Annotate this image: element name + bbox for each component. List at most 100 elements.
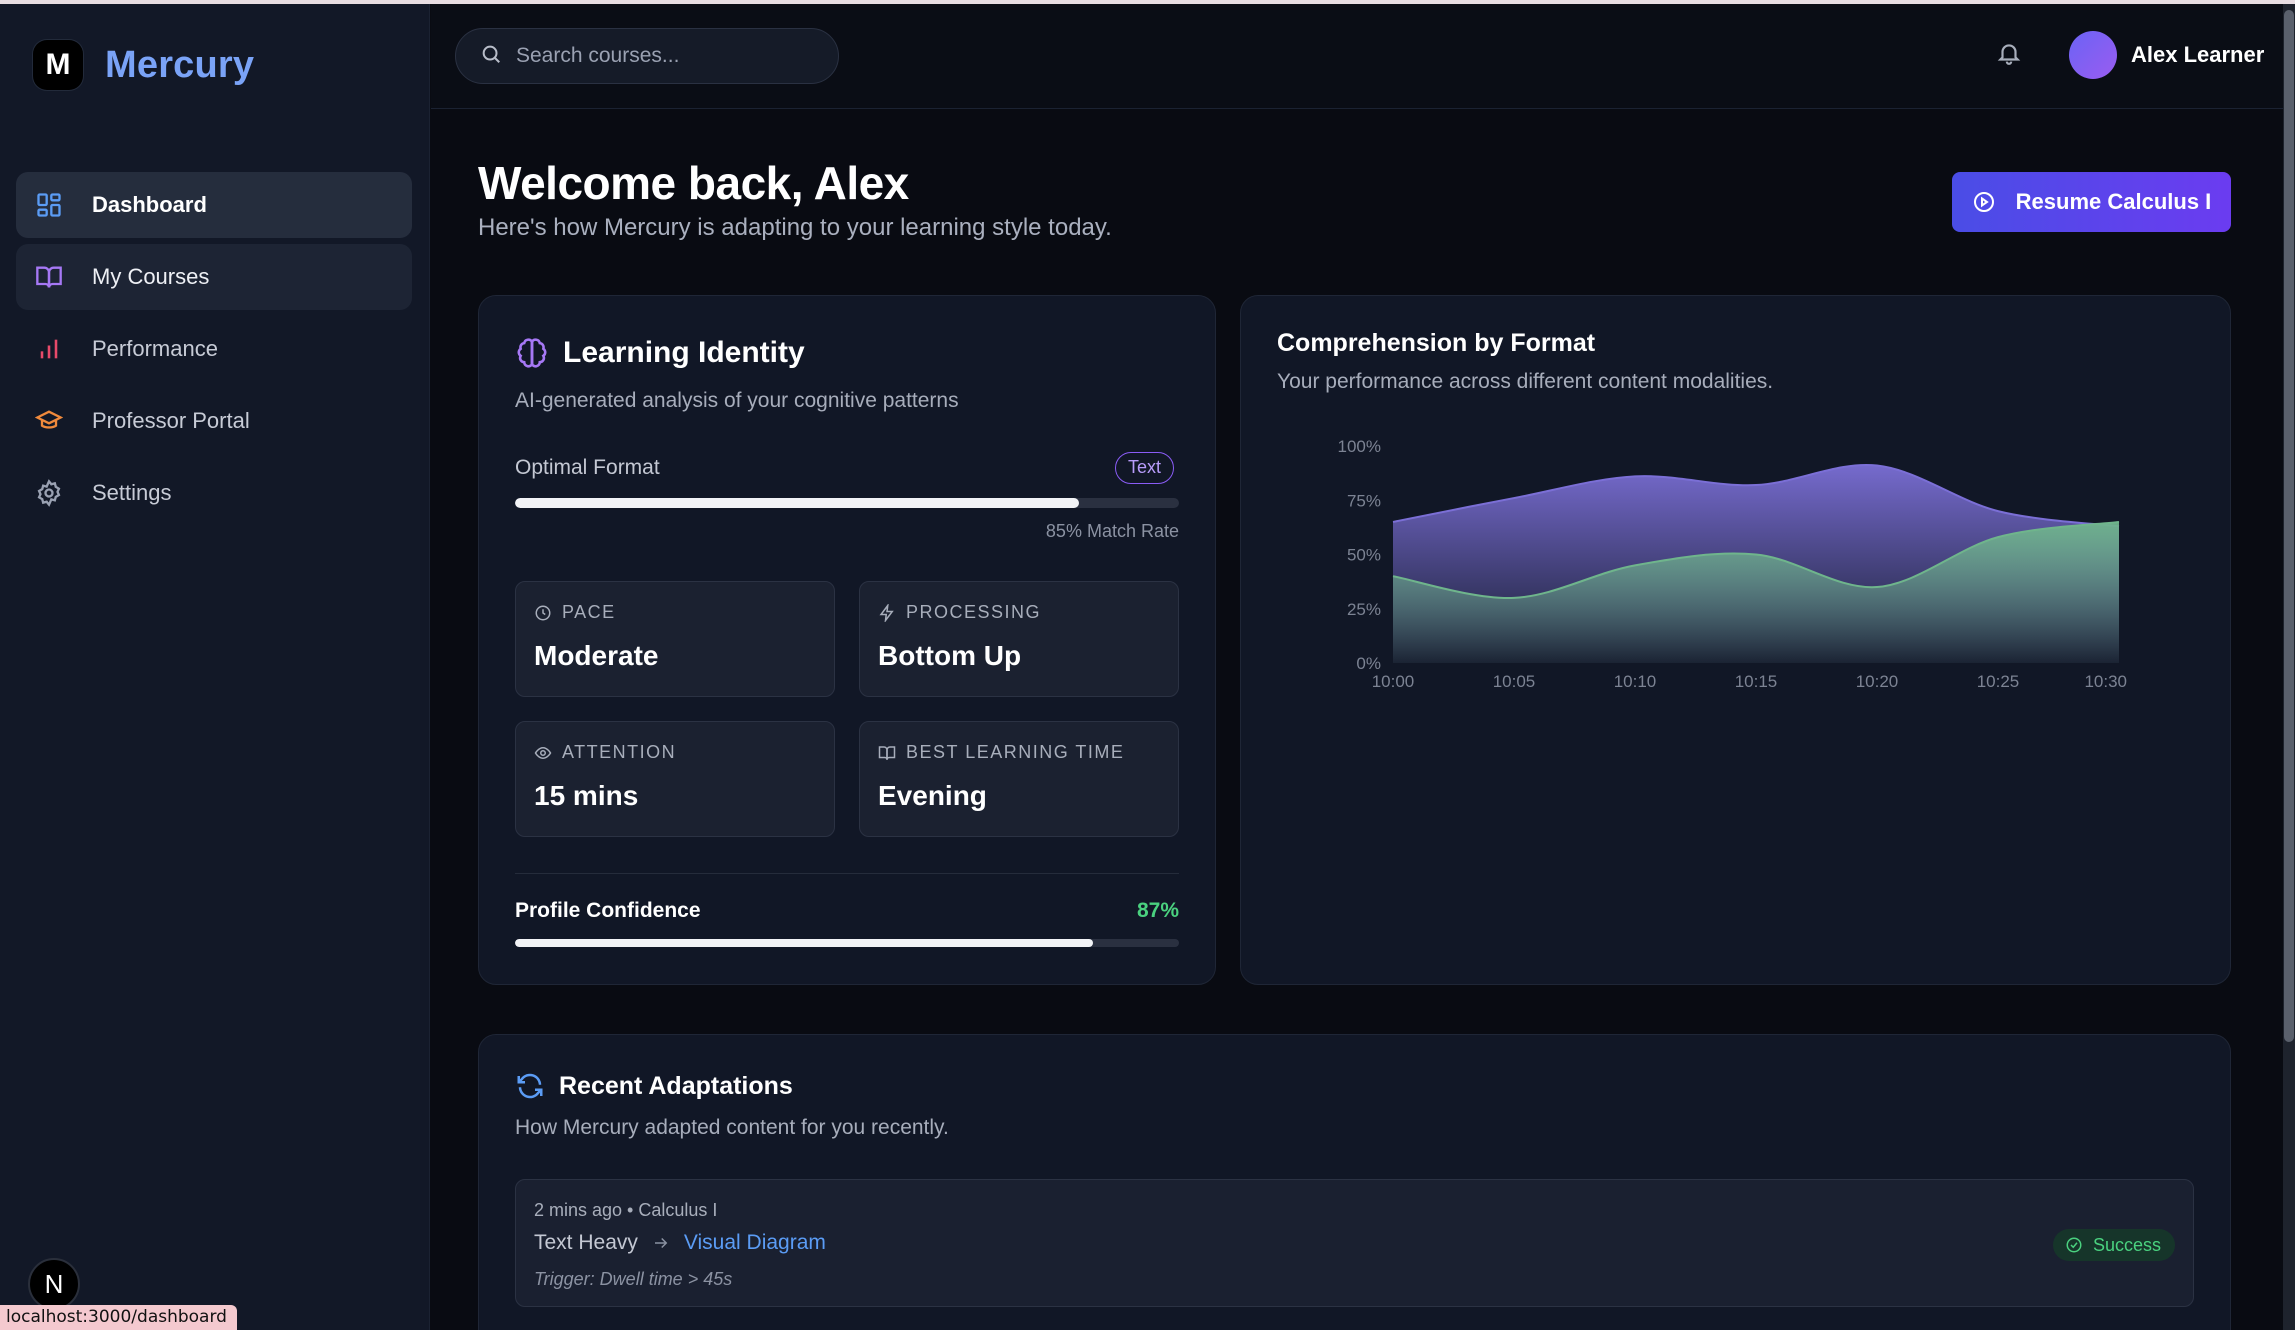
x-tick-label: 10:30 <box>2084 672 2127 691</box>
x-tick-label: 10:05 <box>1493 672 1536 691</box>
adaptation-to[interactable]: Visual Diagram <box>683 1231 826 1254</box>
card-title: Learning Identity <box>515 336 805 370</box>
sidebar-item-label: My Courses <box>92 264 210 289</box>
bolt-icon <box>878 603 896 622</box>
sidebar-item-professor-portal[interactable]: Professor Portal <box>16 388 412 454</box>
page-title: Welcome back, Alex <box>478 157 909 209</box>
stat-label: PACE <box>562 602 616 622</box>
profile-confidence-value: 87% <box>1136 899 1179 922</box>
x-tick-label: 10:20 <box>1856 672 1899 691</box>
stat-processing: PROCESSING Bottom Up <box>859 581 1179 697</box>
y-tick-label: 75% <box>1347 491 1381 510</box>
resume-course-button[interactable]: Resume Calculus I <box>1952 172 2231 232</box>
check-circle-icon <box>2065 1236 2083 1254</box>
resume-label: Resume Calculus I <box>2015 189 2212 214</box>
user-name: Alex Learner <box>2131 42 2265 67</box>
card-subtitle: AI-generated analysis of your cognitive … <box>515 389 959 412</box>
user-menu[interactable]: Alex Learner <box>2069 31 2264 79</box>
sidebar-item-label: Dashboard <box>92 192 207 217</box>
comprehension-card: Comprehension by Format Your performance… <box>1240 295 2231 985</box>
sidebar-nav: Dashboard My Courses Performance Profess… <box>16 172 412 532</box>
brand-name: Mercury <box>105 43 255 86</box>
dev-tools-badge[interactable]: N <box>28 1258 80 1310</box>
dashboard-grid-icon <box>34 190 64 220</box>
stat-pace: PACE Moderate <box>515 581 835 697</box>
page-subtitle: Here's how Mercury is adapting to your l… <box>478 214 1112 241</box>
window-top-edge <box>0 0 2295 4</box>
stat-value: Bottom Up <box>878 640 1022 671</box>
match-progress-bar <box>515 498 1179 508</box>
card-subtitle: Your performance across different conten… <box>1277 370 1774 393</box>
x-tick-label: 10:00 <box>1372 672 1415 691</box>
adaptation-trigger: Trigger: Dwell time > 45s <box>534 1269 733 1289</box>
stat-label: BEST LEARNING TIME <box>906 742 1125 762</box>
adaptation-from: Text Heavy <box>534 1231 638 1254</box>
x-tick-label: 10:10 <box>1614 672 1657 691</box>
optimal-format-label: Optimal Format <box>515 456 660 479</box>
divider <box>515 873 1179 874</box>
y-tick-label: 0% <box>1356 654 1381 673</box>
avatar <box>2069 31 2117 79</box>
eye-icon <box>534 744 552 762</box>
match-progress-fill <box>515 498 1080 508</box>
profile-confidence-label: Profile Confidence <box>515 899 701 922</box>
series-line-0 <box>1392 463 2120 528</box>
comprehension-area-chart: 0% 25% 50% 75% 100% 10:00 10:05 10:10 10:15 10:20… <box>1338 437 2127 691</box>
stat-label: PROCESSING <box>906 602 1042 622</box>
match-rate-text: 85% Match Rate <box>1045 521 1179 541</box>
x-tick-label: 10:15 <box>1735 672 1778 691</box>
learning-identity-card: Learning Identity AI-generated analysis … <box>478 295 1216 985</box>
top-header: Alex Learner <box>431 4 2283 109</box>
search-box[interactable] <box>455 28 839 84</box>
stat-best-learning-time: BEST LEARNING TIME Evening <box>859 721 1179 837</box>
sidebar-item-label: Settings <box>92 480 172 505</box>
search-icon <box>480 43 502 70</box>
stat-value: 15 mins <box>534 780 639 811</box>
sidebar-item-label: Performance <box>92 336 218 361</box>
y-tick-label: 50% <box>1347 546 1381 565</box>
stat-value: Evening <box>878 780 987 811</box>
book-icon <box>878 744 896 762</box>
sidebar-item-dashboard[interactable]: Dashboard <box>16 172 412 238</box>
card-title: Comprehension by Format <box>1277 329 1596 357</box>
status-text: Success <box>2092 1234 2161 1255</box>
brand-logo: M <box>33 40 83 90</box>
graduation-cap-icon <box>34 406 64 436</box>
sidebar-item-settings[interactable]: Settings <box>16 460 412 526</box>
card-title-text: Recent Adaptations <box>559 1071 793 1100</box>
x-tick-label: 10:25 <box>1977 672 2020 691</box>
adaptation-meta: 2 mins ago • Calculus I <box>534 1200 718 1220</box>
card-title-text: Learning Identity <box>563 336 805 369</box>
clock-icon <box>534 604 552 622</box>
brain-icon <box>515 336 549 370</box>
adaptation-item[interactable]: 2 mins ago • Calculus I Text Heavy Visua… <box>515 1179 2194 1307</box>
series-line-1 <box>1392 520 2120 599</box>
status-url: localhost:3000/dashboard <box>0 1305 237 1330</box>
sidebar-item-performance[interactable]: Performance <box>16 316 412 382</box>
brand[interactable]: M Mercury <box>33 40 254 90</box>
series-area-1 <box>1393 521 2119 663</box>
play-circle-icon <box>1972 190 1996 214</box>
y-tick-label: 25% <box>1347 600 1381 619</box>
sidebar-item-my-courses[interactable]: My Courses <box>16 244 412 310</box>
confidence-progress-fill <box>515 939 1093 947</box>
search-input[interactable] <box>516 44 816 68</box>
arrow-right-icon <box>652 1234 670 1252</box>
y-tick-label: 100% <box>1338 437 1381 456</box>
sidebar-item-label: Professor Portal <box>92 408 250 433</box>
recent-adaptations-card: Recent Adaptations How Mercury adapted c… <box>478 1034 2231 1330</box>
sidebar: M Mercury Dashboard My Courses Performan… <box>0 4 430 1330</box>
adaptation-flow: Text Heavy Visual Diagram <box>534 1231 826 1255</box>
stat-label: ATTENTION <box>562 742 677 762</box>
scrollbar-thumb[interactable] <box>2284 10 2294 1042</box>
stat-attention: ATTENTION 15 mins <box>515 721 835 837</box>
optimal-format-tag: Text <box>1115 452 1175 484</box>
bell-icon[interactable] <box>1996 40 2026 70</box>
gear-icon <box>34 478 64 508</box>
book-open-icon <box>34 262 64 292</box>
card-subtitle: How Mercury adapted content for you rece… <box>515 1116 949 1139</box>
card-title: Recent Adaptations <box>515 1071 793 1101</box>
bar-chart-icon <box>34 334 64 364</box>
refresh-icon <box>515 1071 545 1101</box>
confidence-progress-bar <box>515 939 1179 947</box>
